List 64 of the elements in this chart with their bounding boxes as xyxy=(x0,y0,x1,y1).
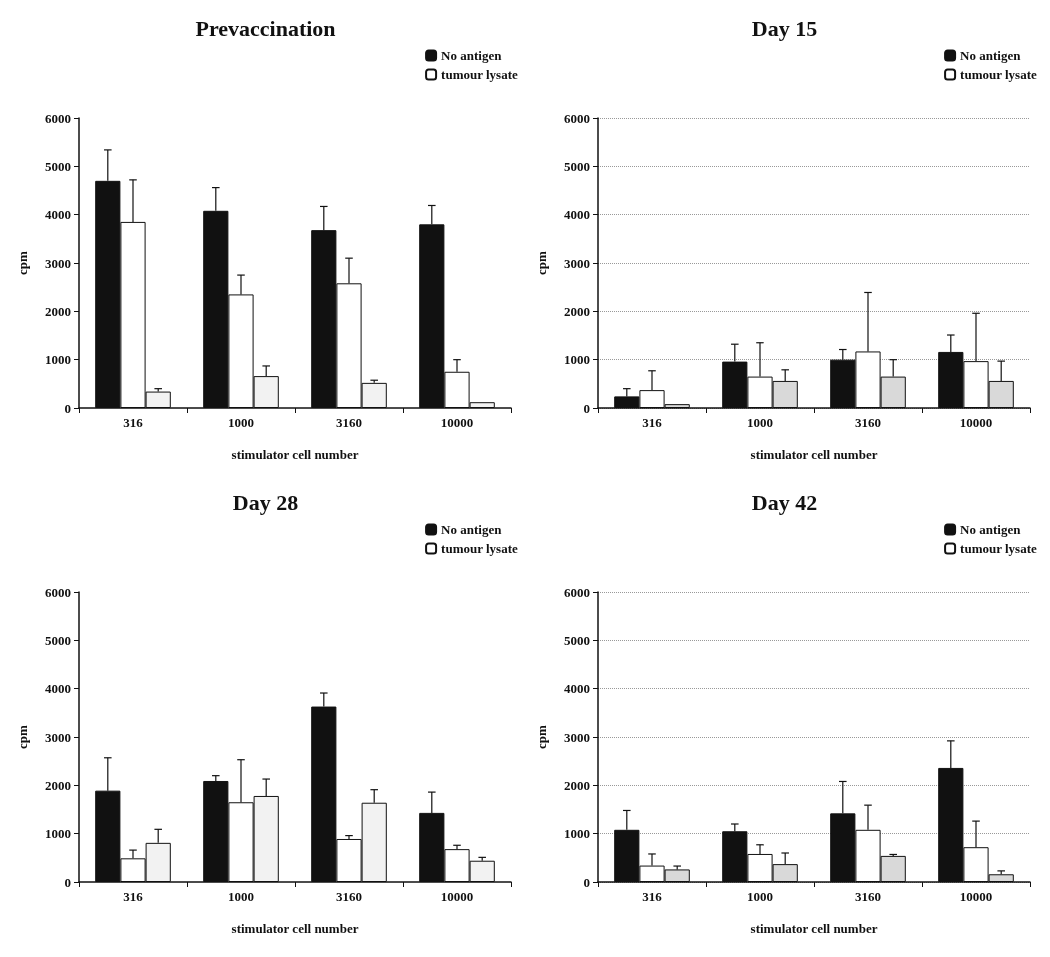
x-tick-label: 10000 xyxy=(440,889,474,904)
y-tick-label: 0 xyxy=(64,400,71,416)
y-tick-label: 3000 xyxy=(564,255,590,271)
y-tick-label: 0 xyxy=(583,400,590,416)
x-tick-label: 3160 xyxy=(855,889,881,904)
legend-label: No antigen xyxy=(441,48,503,63)
x-tick-label: 3160 xyxy=(336,889,362,904)
x-axis-title: stimulator cell number xyxy=(231,921,359,936)
x-tick-label: 316 xyxy=(123,415,144,430)
x-tick-label: 1000 xyxy=(747,889,773,904)
y-tick-label: 6000 xyxy=(45,110,71,126)
x-axis-title: stimulator cell number xyxy=(231,447,359,462)
y-tick-label: 4000 xyxy=(45,207,71,223)
legend-label: tumour lysate xyxy=(441,541,518,556)
y-tick-label: 5000 xyxy=(564,158,590,174)
y-tick-label: 1000 xyxy=(564,826,590,842)
chart-title: Day 42 xyxy=(751,489,818,515)
chart-title: Day 28 xyxy=(232,489,299,515)
y-tick-label: 3000 xyxy=(45,729,71,745)
y-tick-label: 6000 xyxy=(564,110,590,126)
y-tick-label: 1000 xyxy=(45,826,71,842)
legend-label: No antigen xyxy=(960,522,1022,537)
legend-label: tumour lysate xyxy=(441,67,518,82)
legend-label: tumour lysate xyxy=(960,67,1037,82)
y-axis-title: cpm xyxy=(534,250,549,275)
y-tick-label: 5000 xyxy=(564,632,590,648)
y-tick-label: 6000 xyxy=(564,584,590,600)
y-tick-label: 4000 xyxy=(564,681,590,697)
chart-title: Prevaccination xyxy=(195,15,336,41)
legend-label: No antigen xyxy=(960,48,1022,63)
legend-label: tumour lysate xyxy=(960,541,1037,556)
x-axis-title: stimulator cell number xyxy=(750,447,878,462)
y-tick-label: 2000 xyxy=(564,777,590,793)
y-tick-label: 5000 xyxy=(45,158,71,174)
y-tick-label: 0 xyxy=(583,874,590,890)
x-tick-label: 316 xyxy=(123,889,144,904)
x-tick-label: 3160 xyxy=(855,415,881,430)
x-tick-label: 10000 xyxy=(959,415,993,430)
y-tick-label: 5000 xyxy=(45,632,71,648)
y-tick-label: 4000 xyxy=(45,681,71,697)
x-tick-label: 1000 xyxy=(228,889,254,904)
y-axis-title: cpm xyxy=(15,724,30,749)
x-tick-label: 316 xyxy=(642,415,663,430)
y-tick-label: 3000 xyxy=(564,729,590,745)
y-tick-label: 0 xyxy=(64,874,71,890)
y-tick-label: 2000 xyxy=(45,303,71,319)
chart-title: Day 15 xyxy=(751,15,818,41)
y-tick-label: 6000 xyxy=(45,584,71,600)
y-axis-title: cpm xyxy=(534,724,549,749)
x-tick-label: 1000 xyxy=(747,415,773,430)
y-tick-label: 2000 xyxy=(564,303,590,319)
y-tick-label: 1000 xyxy=(45,352,71,368)
y-axis-title: cpm xyxy=(15,250,30,275)
x-tick-label: 10000 xyxy=(440,415,474,430)
y-tick-label: 1000 xyxy=(564,352,590,368)
y-tick-label: 4000 xyxy=(564,207,590,223)
y-tick-label: 3000 xyxy=(45,255,71,271)
y-tick-label: 2000 xyxy=(45,777,71,793)
x-axis-title: stimulator cell number xyxy=(750,921,878,936)
x-tick-label: 10000 xyxy=(959,889,993,904)
x-tick-label: 316 xyxy=(642,889,663,904)
legend-label: No antigen xyxy=(441,522,503,537)
x-tick-label: 3160 xyxy=(336,415,362,430)
x-tick-label: 1000 xyxy=(228,415,254,430)
